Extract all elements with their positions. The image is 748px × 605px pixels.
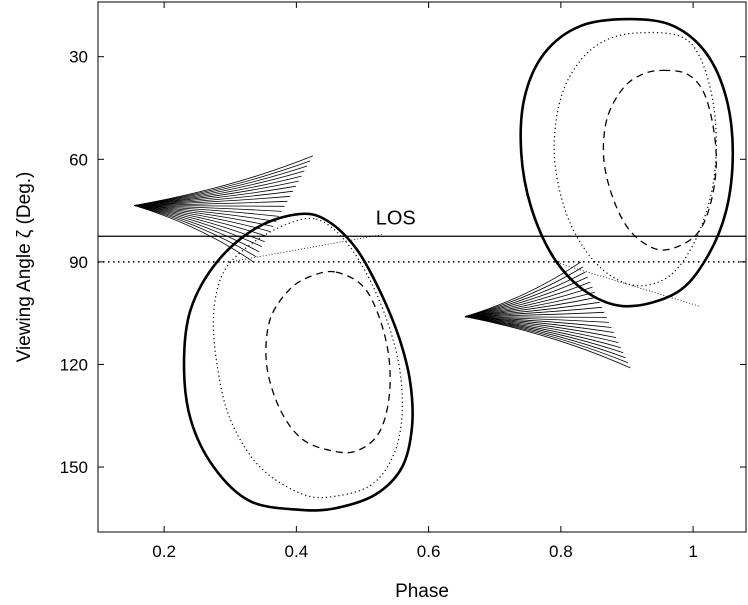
fan-line bbox=[464, 316, 612, 328]
series-lower-mid-dotted bbox=[212, 217, 403, 499]
fan-line bbox=[134, 205, 268, 237]
series-upper-mid-dotted bbox=[553, 31, 717, 287]
y-ticks: 30 60 90 120 150 bbox=[60, 48, 746, 477]
x-ticks: 0.2 0.4 0.6 0.8 1 bbox=[152, 2, 698, 561]
fan-line bbox=[134, 205, 279, 217]
fan-line bbox=[464, 296, 598, 317]
fan-line bbox=[464, 316, 610, 323]
plot-frame bbox=[97, 1, 747, 533]
fan-line bbox=[464, 281, 591, 317]
y-tick-label: 30 bbox=[69, 48, 88, 67]
x-tick-label: 0.8 bbox=[549, 542, 573, 561]
series-lower-outer-solid bbox=[182, 212, 414, 512]
x-tick-label: 0.2 bbox=[152, 542, 176, 561]
fan-line bbox=[464, 271, 586, 317]
fan-line bbox=[134, 205, 271, 232]
x-tick-label: 0.4 bbox=[285, 542, 309, 561]
fan-line bbox=[134, 205, 274, 227]
fan-layer bbox=[134, 155, 700, 369]
fan-line bbox=[134, 205, 254, 263]
annotation-los: LOS bbox=[376, 207, 416, 229]
series-upper-outer-solid bbox=[519, 17, 735, 308]
fan-line bbox=[464, 261, 581, 317]
plot-background bbox=[98, 2, 746, 532]
fan-line bbox=[134, 200, 288, 206]
fan-line bbox=[134, 155, 314, 206]
fan-line bbox=[134, 205, 285, 207]
series-upper-inner-dashed bbox=[602, 69, 717, 251]
fan-line bbox=[464, 311, 605, 317]
y-tick-label: 90 bbox=[69, 253, 88, 272]
series-layer bbox=[182, 17, 735, 512]
fan-line bbox=[464, 291, 596, 317]
series-lower-inner-dashed bbox=[265, 270, 391, 454]
y-tick-label: 60 bbox=[69, 150, 88, 169]
x-axis-label: Phase bbox=[395, 581, 449, 602]
fan-line bbox=[134, 205, 260, 253]
fan-line bbox=[464, 286, 593, 317]
x-tick-label: 1 bbox=[688, 542, 697, 561]
fan-line bbox=[134, 205, 257, 258]
y-tick-label: 150 bbox=[60, 458, 88, 477]
fan-line bbox=[134, 205, 263, 248]
fan-line bbox=[464, 301, 600, 317]
fan-line bbox=[464, 266, 584, 317]
fan-line bbox=[464, 306, 602, 317]
x-tick-label: 0.6 bbox=[417, 542, 441, 561]
fan-line bbox=[134, 205, 277, 222]
fan-left-fan bbox=[134, 155, 383, 263]
fan-line bbox=[464, 276, 588, 317]
fan-boundary bbox=[554, 261, 700, 307]
fan-right-fan bbox=[464, 261, 700, 369]
y-axis-label: Viewing Angle ζ (Deg.) bbox=[14, 172, 35, 363]
reference-lines bbox=[98, 235, 746, 263]
fan-line bbox=[464, 316, 631, 369]
y-tick-label: 120 bbox=[60, 355, 88, 374]
